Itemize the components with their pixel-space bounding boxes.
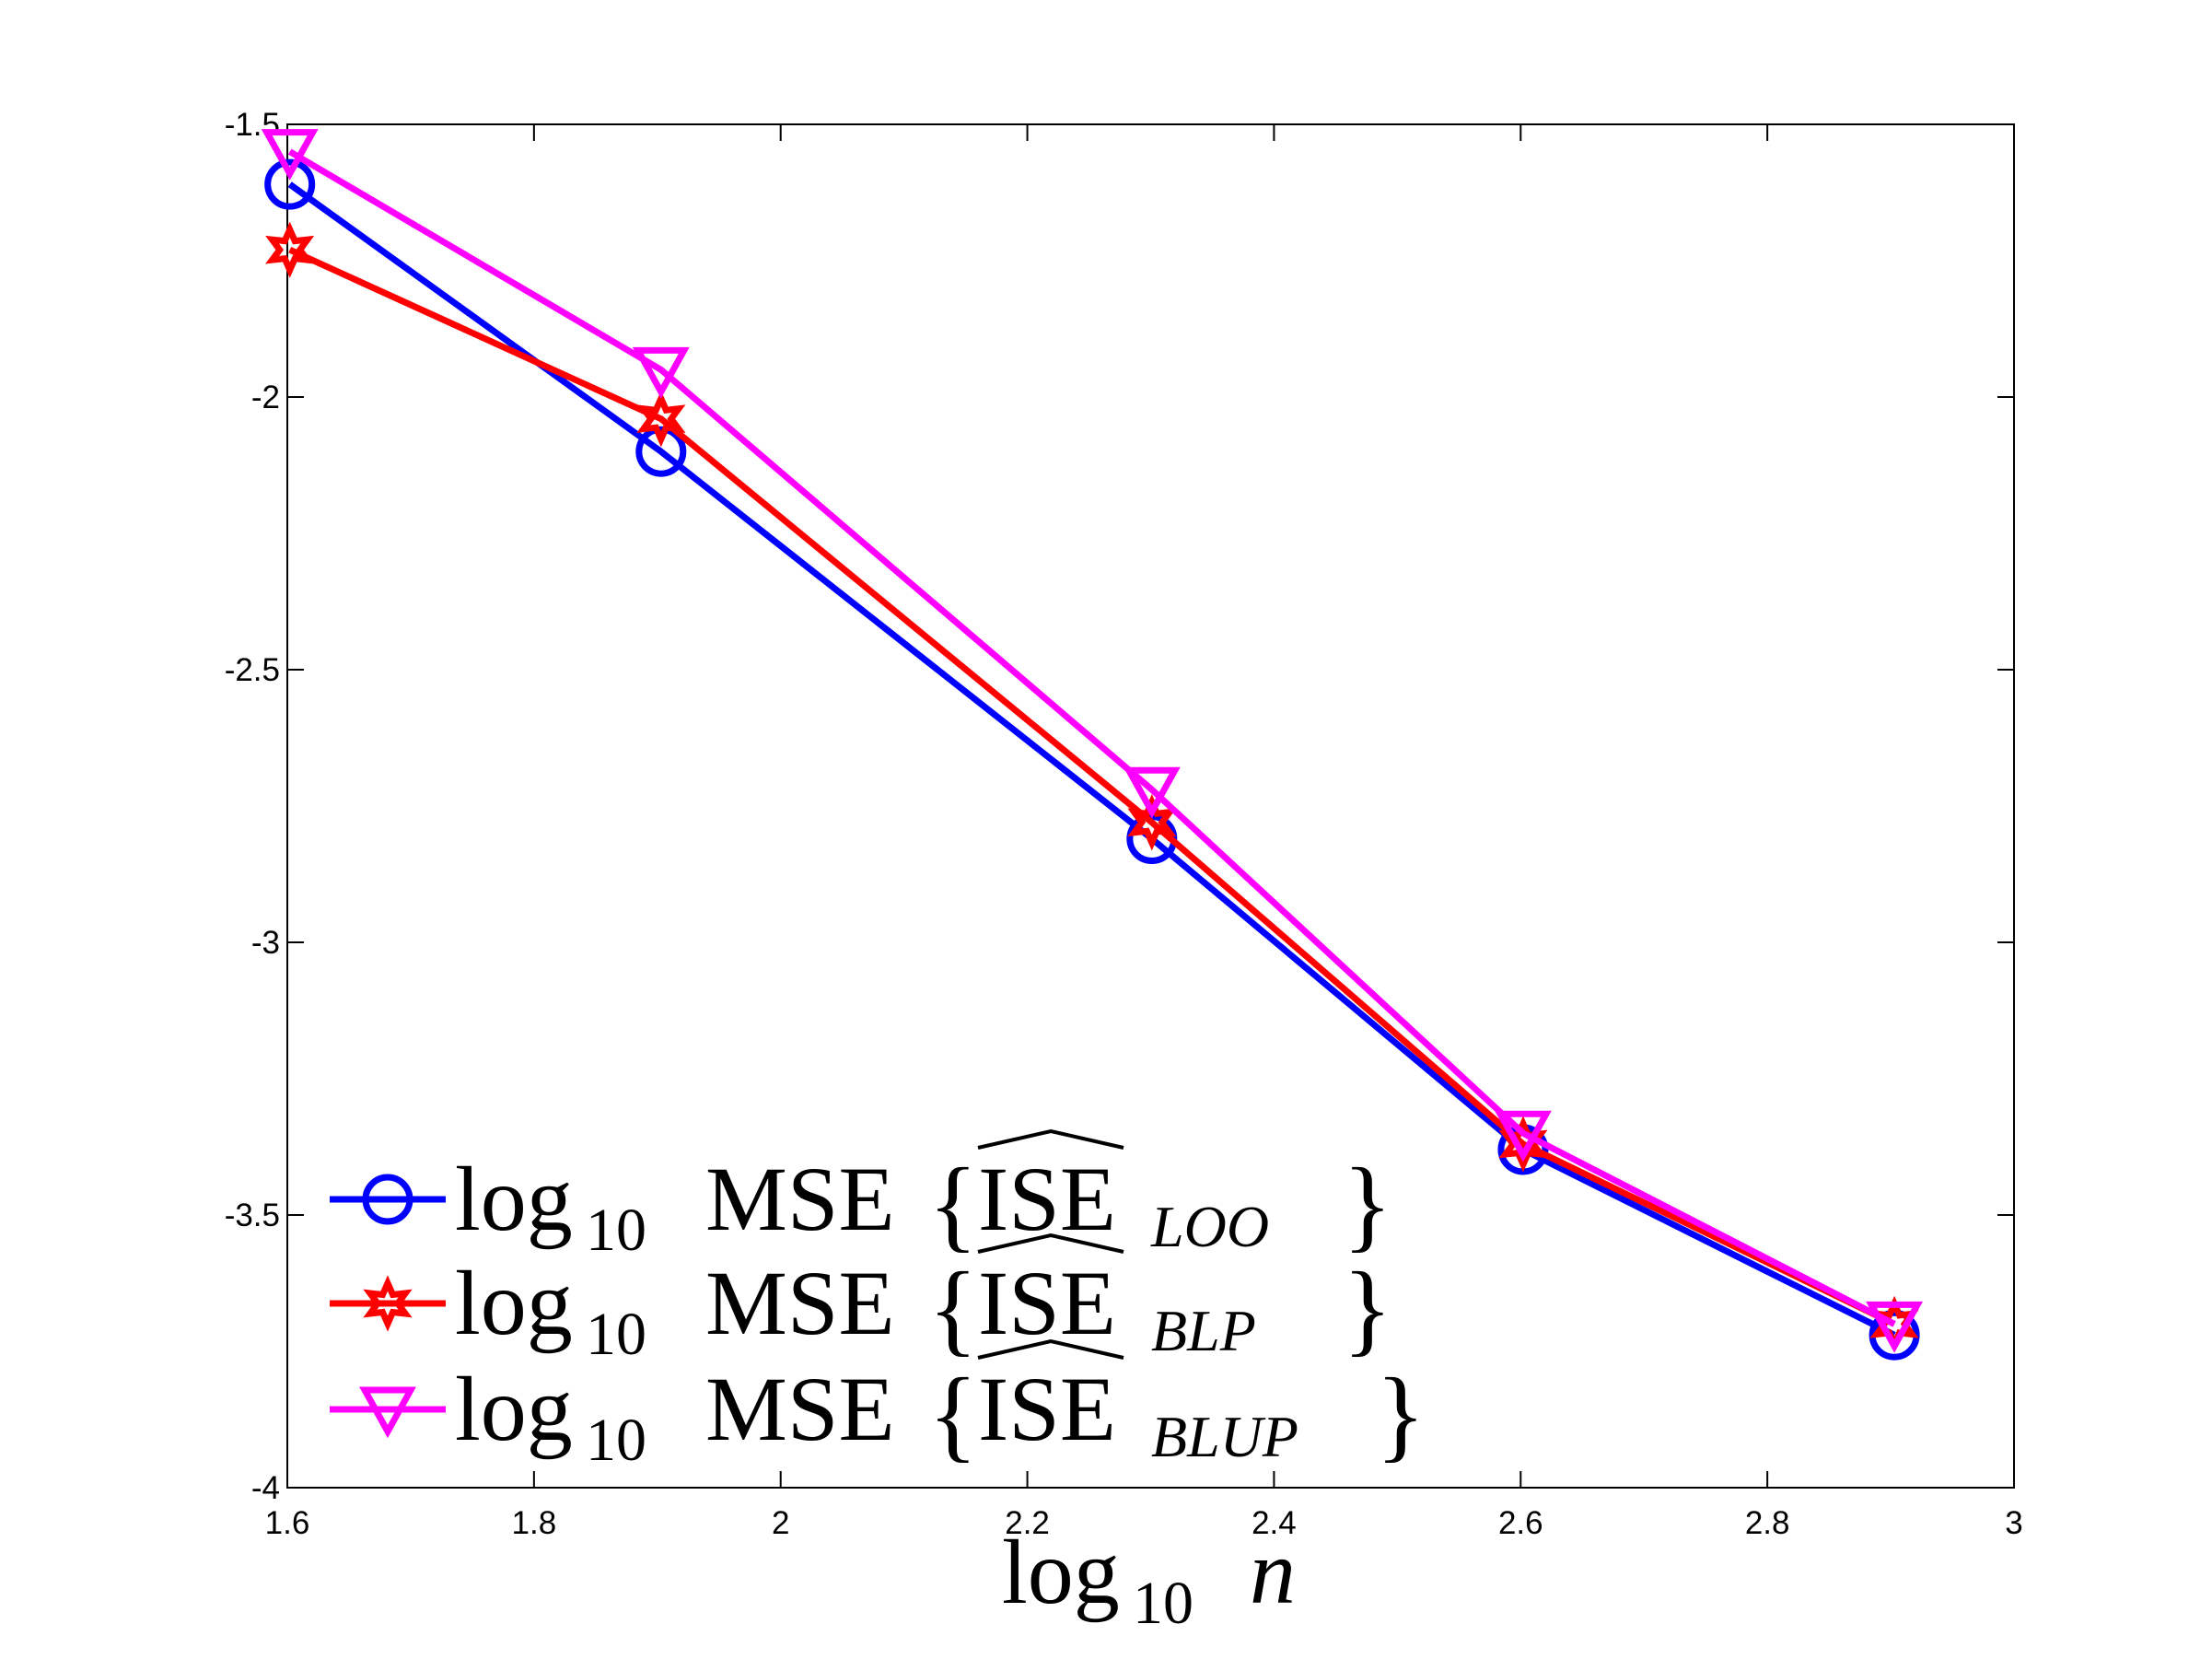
legend-hat [977,1128,1124,1150]
legend-open-brace: { [928,1358,978,1472]
legend-marker-blup [359,1386,416,1439]
legend-entry-blup: log 10 MSE {ISE BLUP} [330,1338,1426,1474]
legend-marker-blp [363,1275,413,1332]
legend-mse: MSE [705,1252,895,1354]
series-layer [261,129,1924,1361]
data-point-blup [1495,1110,1552,1162]
x-tick-label: 1.8 [512,1505,557,1541]
legend: log 10 MSE{ISE LOO}log 10 MSE{ISE BLP}log 10 MSE… [330,1128,1426,1474]
legend-entry-blp: log 10 MSE {ISE BLP} [330,1233,1392,1368]
x-axis-label-log: log [1002,1521,1120,1623]
legend-marker-loo [362,1174,413,1225]
legend-log: log [455,1148,573,1250]
legend-hat [977,1233,1124,1254]
y-tick-label: -2.5 [225,652,280,688]
legend-ise: ISE [978,1358,1116,1460]
data-point-blp [1498,1116,1548,1173]
series-line-blup [287,148,1896,1327]
legend-mse: MSE [705,1148,895,1250]
x-axis-label-var: n [1250,1521,1296,1623]
legend-close-brace: } [1376,1358,1426,1472]
axis-ticks: 1.6 1.8 2 2.2 2.4 2.6 2.8 3-4-3.5-3-2.5-2-1.5 [225,107,2023,1541]
legend-log: log [455,1358,573,1460]
data-point-blup [1123,766,1181,819]
legend-open-brace: { [928,1252,978,1366]
legend-close-brace: } [1343,1252,1392,1366]
legend-hat [977,1338,1124,1360]
data-point-blup [261,129,319,181]
data-point-blp [636,391,686,448]
x-axis-label: log 10 n [1002,1521,1296,1637]
data-point-loo [635,426,687,477]
legend-open-brace: { [928,1148,978,1262]
data-point-blup [632,346,690,399]
x-tick-label: 2.2 [1005,1505,1050,1541]
y-tick-label: -3.5 [225,1198,280,1233]
x-tick-label: 2.8 [1745,1505,1790,1541]
y-tick-label: -2 [251,380,280,415]
data-point-blp [265,221,315,278]
y-tick-label: -3 [251,925,280,961]
legend-subscript: LOO [1150,1194,1269,1259]
legend-log-sub: 10 [586,1301,646,1368]
x-tick-label: 3 [2005,1505,2022,1541]
series-line-blp [288,247,1896,1327]
legend-ise: ISE [978,1252,1116,1354]
legend-log-sub: 10 [586,1407,646,1474]
legend-subscript: BLP [1151,1298,1256,1363]
legend-close-brace: } [1343,1148,1392,1262]
legend-entry-loo: log 10 MSE {ISE LOO} [330,1128,1392,1264]
y-tick-label: -4 [251,1470,280,1506]
legend-subscript: BLUP [1151,1404,1298,1469]
legend-mse: MSE [705,1358,895,1460]
legend-log: log [455,1252,573,1354]
legend-log-sub: 10 [586,1197,646,1264]
x-tick-label: 2.6 [1498,1505,1543,1541]
x-tick-label: 2.4 [1252,1505,1297,1541]
series-blp [265,221,1919,1353]
series-blup [261,129,1924,1353]
data-point-loo [264,158,316,210]
legend-ise: ISE [978,1148,1116,1250]
x-tick-label: 1.6 [265,1505,310,1541]
data-point-blp [1127,794,1177,851]
data-point-blup [1866,1301,1924,1353]
x-axis-label-sub: 10 [1133,1570,1193,1637]
x-tick-label: 2 [772,1505,789,1541]
